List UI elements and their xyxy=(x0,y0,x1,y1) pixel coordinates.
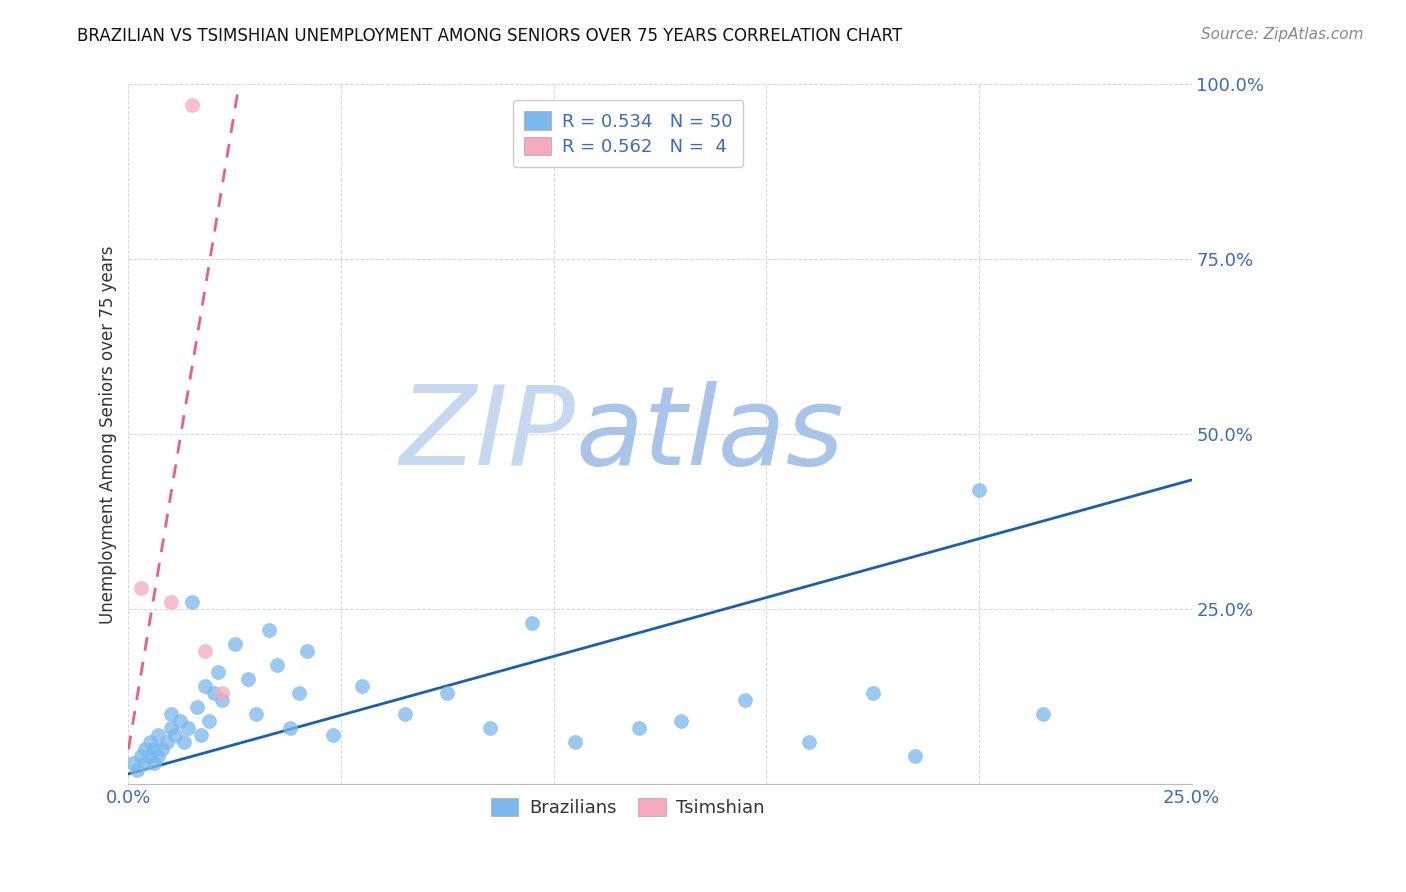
Point xyxy=(278,722,301,736)
Point xyxy=(156,735,179,749)
Point xyxy=(287,686,309,700)
Point xyxy=(627,722,650,736)
Point xyxy=(236,673,259,687)
Point xyxy=(734,693,756,707)
Point xyxy=(134,742,156,756)
Point xyxy=(190,728,212,742)
Point xyxy=(862,686,884,700)
Point xyxy=(186,700,208,714)
Point xyxy=(194,644,217,658)
Point xyxy=(245,707,267,722)
Point xyxy=(1032,707,1054,722)
Point xyxy=(797,735,820,749)
Point xyxy=(266,658,288,673)
Point xyxy=(322,728,344,742)
Point xyxy=(967,483,990,498)
Point xyxy=(295,644,318,658)
Point xyxy=(169,714,191,729)
Text: BRAZILIAN VS TSIMSHIAN UNEMPLOYMENT AMONG SENIORS OVER 75 YEARS CORRELATION CHAR: BRAZILIAN VS TSIMSHIAN UNEMPLOYMENT AMON… xyxy=(77,27,903,45)
Point xyxy=(134,756,156,771)
Point xyxy=(125,764,148,778)
Point xyxy=(207,665,229,680)
Point xyxy=(436,686,458,700)
Point xyxy=(904,749,927,764)
Point xyxy=(352,680,374,694)
Point xyxy=(160,707,183,722)
Point xyxy=(152,742,174,756)
Point xyxy=(211,686,233,700)
Point xyxy=(194,680,217,694)
Point xyxy=(522,616,544,631)
Point xyxy=(257,624,280,638)
Point xyxy=(138,735,160,749)
Point xyxy=(138,749,160,764)
Point xyxy=(121,756,143,771)
Point xyxy=(181,98,204,112)
Point xyxy=(143,742,166,756)
Point xyxy=(181,595,204,609)
Point xyxy=(143,756,166,771)
Point xyxy=(564,735,586,749)
Point xyxy=(671,714,693,729)
Point xyxy=(148,749,170,764)
Point xyxy=(394,707,416,722)
Point xyxy=(129,749,152,764)
Point xyxy=(211,693,233,707)
Point xyxy=(224,637,246,651)
Point xyxy=(160,595,183,609)
Point xyxy=(129,582,152,596)
Text: ZIP: ZIP xyxy=(399,381,575,488)
Point xyxy=(173,735,195,749)
Point xyxy=(202,686,225,700)
Point xyxy=(177,722,200,736)
Legend: Brazilians, Tsimshian: Brazilians, Tsimshian xyxy=(484,790,772,824)
Point xyxy=(165,728,187,742)
Y-axis label: Unemployment Among Seniors over 75 years: Unemployment Among Seniors over 75 years xyxy=(100,245,117,624)
Point xyxy=(478,722,501,736)
Text: Source: ZipAtlas.com: Source: ZipAtlas.com xyxy=(1201,27,1364,42)
Point xyxy=(148,728,170,742)
Point xyxy=(160,722,183,736)
Point xyxy=(198,714,221,729)
Text: atlas: atlas xyxy=(575,381,844,488)
